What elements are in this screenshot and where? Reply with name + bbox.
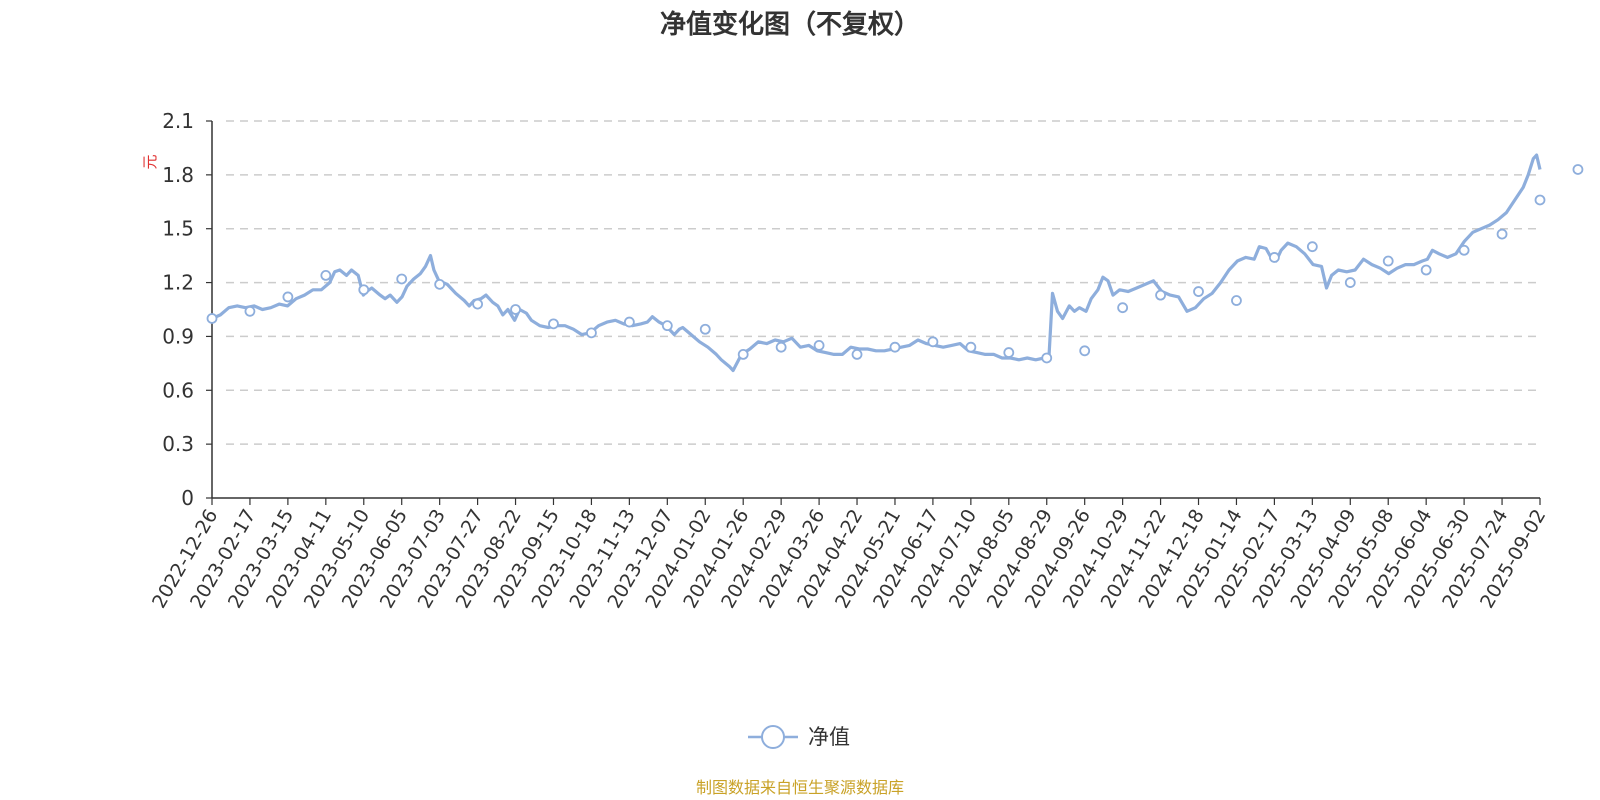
data-point-marker[interactable] bbox=[813, 340, 825, 351]
series-nav bbox=[206, 153, 1584, 373]
data-point-marker[interactable] bbox=[623, 316, 635, 328]
data-point-marker[interactable] bbox=[1155, 289, 1166, 301]
data-point-marker[interactable] bbox=[396, 273, 408, 285]
chart-title: 净值变化图（不复权） bbox=[660, 9, 920, 40]
legend-marker-icon bbox=[761, 725, 785, 749]
data-point-marker[interactable] bbox=[1117, 302, 1129, 314]
source-note: 制图数据来自恒生聚源数据库 bbox=[696, 778, 904, 797]
data-point-marker[interactable] bbox=[775, 341, 787, 353]
data-point-marker[interactable] bbox=[1306, 241, 1318, 253]
y-tick-label: 0.6 bbox=[162, 378, 194, 402]
data-point-marker[interactable] bbox=[1269, 252, 1280, 263]
y-tick-label: 1.2 bbox=[162, 271, 194, 295]
data-point-marker[interactable] bbox=[1420, 264, 1432, 276]
data-point-marker[interactable] bbox=[434, 278, 446, 290]
data-point-marker[interactable] bbox=[206, 313, 218, 324]
data-point-marker[interactable] bbox=[661, 320, 673, 332]
data-point-marker[interactable] bbox=[965, 341, 977, 353]
data-point-marker[interactable] bbox=[699, 323, 711, 335]
data-point-marker[interactable] bbox=[737, 348, 749, 360]
data-point-marker[interactable] bbox=[358, 284, 370, 296]
data-point-marker[interactable] bbox=[1041, 352, 1053, 364]
data-point-marker[interactable] bbox=[1003, 347, 1015, 358]
data-point-marker[interactable] bbox=[282, 291, 294, 303]
series-line bbox=[211, 153, 1542, 373]
x-tick-labels: 2022-12-262023-02-172023-03-152023-04-11… bbox=[148, 506, 1550, 613]
data-point-marker[interactable] bbox=[1572, 164, 1584, 175]
data-point-marker[interactable] bbox=[1079, 345, 1091, 357]
data-point-marker[interactable] bbox=[1458, 244, 1470, 256]
data-point-marker[interactable] bbox=[1496, 228, 1508, 240]
y-tick-label: 0.3 bbox=[162, 432, 194, 456]
axes bbox=[206, 120, 1541, 505]
data-point-marker[interactable] bbox=[472, 298, 484, 310]
y-axis-label: 元 bbox=[141, 154, 159, 169]
data-point-marker[interactable] bbox=[244, 305, 256, 317]
data-point-marker[interactable] bbox=[320, 269, 332, 281]
y-tick-labels: 0 0.3 0.6 0.9 1.2 1.5 1.8 2.1 bbox=[162, 109, 194, 510]
grid-lines bbox=[226, 120, 1536, 445]
data-point-marker[interactable] bbox=[548, 318, 559, 330]
data-point-marker[interactable] bbox=[1231, 295, 1242, 306]
data-point-marker[interactable] bbox=[1193, 286, 1204, 297]
y-tick-label: 1.8 bbox=[162, 163, 194, 187]
data-point-marker[interactable] bbox=[927, 336, 939, 348]
data-point-marker[interactable] bbox=[1344, 277, 1356, 288]
y-tick-label: 1.5 bbox=[162, 217, 194, 241]
data-point-marker[interactable] bbox=[889, 341, 901, 353]
legend-label: 净值 bbox=[808, 725, 850, 749]
data-point-marker[interactable] bbox=[1382, 255, 1394, 267]
y-tick-label: 0.9 bbox=[162, 324, 194, 348]
data-point-marker[interactable] bbox=[1534, 194, 1546, 206]
data-point-marker[interactable] bbox=[510, 304, 521, 315]
y-tick-label: 2.1 bbox=[162, 109, 194, 133]
y-tick-label: 0 bbox=[181, 486, 194, 510]
data-point-marker[interactable] bbox=[586, 327, 597, 339]
legend[interactable]: 净值 bbox=[748, 725, 850, 749]
data-point-marker[interactable] bbox=[851, 348, 863, 360]
